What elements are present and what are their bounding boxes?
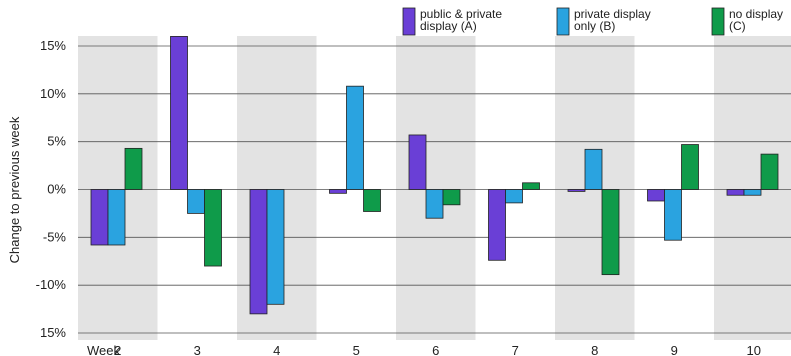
- bar: [107, 189, 126, 246]
- y-tick-label: 10%: [40, 86, 66, 101]
- y-axis-label: Change to previous week: [7, 116, 22, 263]
- y-tick-label: -5%: [43, 229, 67, 244]
- legend-label: no display: [729, 7, 783, 21]
- y-tick-label: 0%: [47, 182, 66, 197]
- x-tick-label: 6: [432, 343, 439, 356]
- y-tick-label: 5%: [47, 134, 66, 149]
- bar: [681, 144, 699, 190]
- y-tick-label: 15%: [40, 325, 66, 340]
- bar: [743, 189, 762, 196]
- bar: [522, 182, 540, 190]
- legend-label: private display: [574, 7, 651, 21]
- x-axis-prefix-label: Week: [87, 343, 120, 356]
- bar: [760, 153, 779, 190]
- bar: [170, 36, 188, 190]
- bars: [90, 36, 779, 315]
- bar: [90, 189, 109, 246]
- y-tick-labels: 15% 10% 5% 0% -5% -10% 15%: [36, 38, 67, 340]
- x-tick-label: 2: [114, 343, 121, 356]
- bar: [442, 189, 461, 206]
- bar: [505, 189, 523, 204]
- bar: [408, 134, 427, 190]
- column-shade: [714, 36, 791, 340]
- bar: [187, 189, 205, 214]
- bar: [601, 189, 620, 276]
- x-tick-labels: 2 3 4 5 6 7 8 9 10 Week: [87, 343, 761, 356]
- legend-swatch: [711, 7, 725, 36]
- legend-label: only (B): [574, 19, 615, 33]
- bar: [726, 189, 745, 196]
- bar: [664, 189, 682, 241]
- bar: [329, 189, 347, 194]
- y-tick-label: -10%: [36, 277, 67, 292]
- column-shading: [78, 36, 791, 340]
- bar: [363, 189, 381, 212]
- x-tick-label: 4: [273, 343, 280, 356]
- bar: [124, 147, 143, 190]
- bar: [266, 189, 285, 305]
- bar: [346, 85, 364, 190]
- x-tick-label: 7: [512, 343, 519, 356]
- x-tick-label: 5: [353, 343, 360, 356]
- legend-label: display (A): [420, 19, 477, 33]
- legend-label: public & private: [420, 7, 502, 21]
- bar: [647, 189, 665, 202]
- legend-swatch: [556, 7, 570, 36]
- bar: [488, 189, 506, 261]
- legend-label: (C): [729, 19, 746, 33]
- bar: [567, 189, 586, 192]
- x-tick-label: 10: [747, 343, 761, 356]
- bar: [584, 148, 603, 190]
- x-tick-label: 3: [194, 343, 201, 356]
- bar: [425, 189, 444, 219]
- bar: [204, 189, 222, 267]
- bar: [249, 189, 268, 315]
- y-tick-label: 15%: [40, 38, 66, 53]
- column-shade: [78, 36, 158, 340]
- x-tick-label: 9: [671, 343, 678, 356]
- legend-swatch: [402, 7, 416, 36]
- x-tick-label: 8: [591, 343, 598, 356]
- column-shade: [396, 36, 476, 340]
